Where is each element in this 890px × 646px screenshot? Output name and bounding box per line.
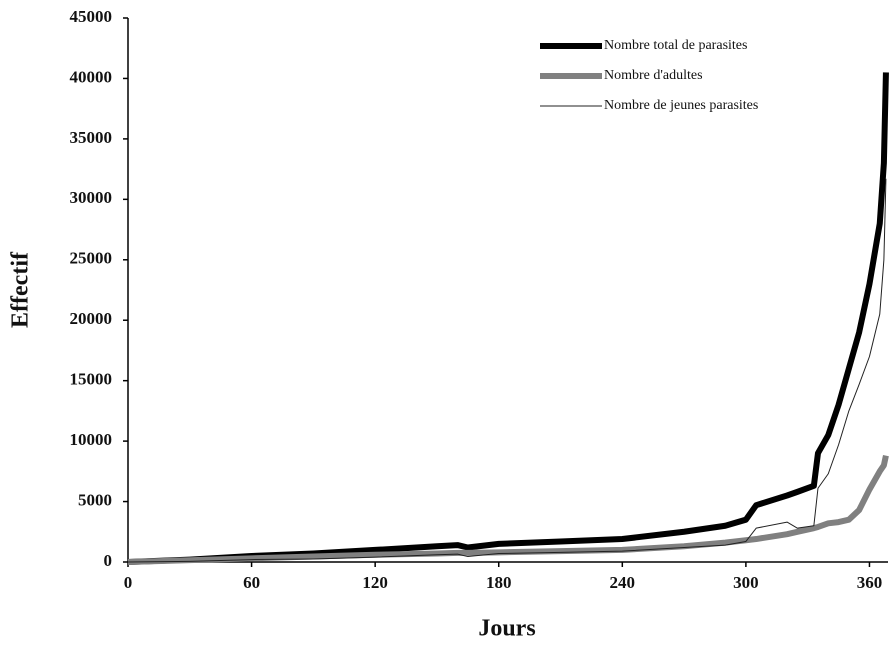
y-tick-label: 20000 (70, 309, 113, 328)
y-axis-title: Effectif (8, 251, 34, 328)
x-axis-title: Jours (478, 616, 535, 642)
y-tick-label: 10000 (70, 430, 113, 449)
series-line (127, 454, 889, 565)
series-line (127, 72, 889, 565)
legend-label: Nombre de jeunes parasites (604, 98, 758, 113)
y-tick-label: 35000 (70, 128, 113, 147)
series-line (127, 178, 887, 563)
y-tick-label: 15000 (70, 370, 113, 389)
x-tick-label: 0 (124, 573, 133, 592)
legend-label: Nombre d'adultes (604, 68, 703, 83)
x-tick-label: 180 (486, 573, 512, 592)
y-tick-label: 40000 (70, 67, 113, 86)
y-tick-label: 25000 (70, 249, 113, 268)
legend-label: Nombre total de parasites (604, 38, 747, 53)
x-tick-label: 360 (857, 573, 883, 592)
y-tick-label: 5000 (78, 490, 112, 509)
x-tick-label: 60 (243, 573, 260, 592)
y-tick-label: 30000 (70, 188, 113, 207)
y-tick-label: 0 (104, 551, 113, 570)
x-tick-label: 120 (362, 573, 388, 592)
x-tick-label: 240 (610, 573, 636, 592)
y-tick-label: 45000 (70, 7, 113, 26)
x-tick-label: 300 (733, 573, 759, 592)
